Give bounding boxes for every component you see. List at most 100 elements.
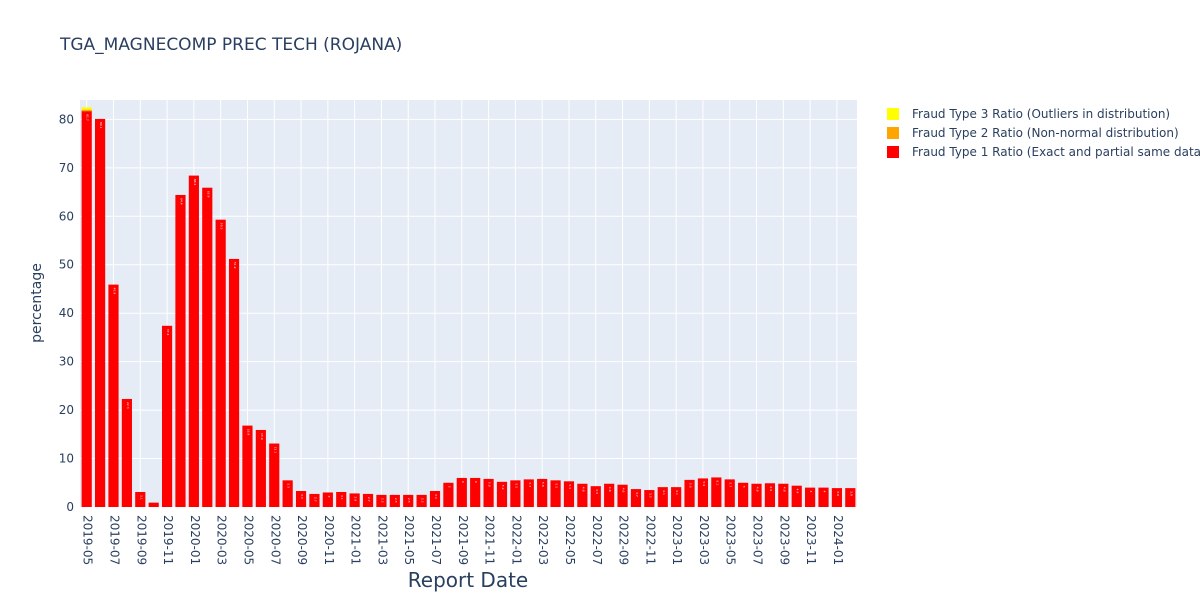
- bar-segment: [255, 429, 266, 507]
- bar-segment: [671, 487, 682, 507]
- bar-segment: [604, 483, 615, 507]
- bar-segment: [81, 107, 92, 110]
- y-axis-title: percentage: [29, 263, 45, 343]
- x-tick-label: 2019-09: [134, 515, 148, 565]
- bar-value-label: 2.5: [421, 498, 425, 503]
- bar-segment: [362, 493, 374, 507]
- bar-value-label: 5.3: [568, 484, 572, 489]
- bar-segment: [470, 477, 481, 507]
- bar-value-label: 59.3: [220, 223, 224, 230]
- legend-swatch: [887, 146, 899, 158]
- bar-segment: [215, 219, 226, 508]
- x-tick-label: 2020-07: [268, 515, 282, 565]
- x-tick-label: 2022-03: [536, 515, 550, 565]
- bar-value-label: 4: [809, 491, 813, 493]
- bar-value-label: 3: [327, 495, 331, 497]
- bar-value-label: 5.5: [287, 483, 291, 488]
- bar-segment: [108, 284, 119, 507]
- bar-segment: [349, 493, 360, 507]
- bar-value-label: 5: [742, 486, 746, 488]
- bar-value-label: 4.3: [595, 489, 599, 494]
- bars: 81.780.145.922.33.137.464.468.465.959.35…: [81, 107, 856, 508]
- legend-label: Fraud Type 1 Ratio (Exact and partial sa…: [912, 145, 1200, 159]
- bar-segment: [630, 489, 642, 507]
- bar-value-label: 4.6: [622, 488, 626, 493]
- bar-segment: [121, 398, 132, 507]
- bar-segment: [81, 111, 92, 508]
- bar-value-label: 81.7: [86, 114, 90, 121]
- bar-segment: [791, 485, 802, 507]
- bar-segment: [376, 494, 387, 507]
- bar-segment: [711, 477, 722, 507]
- x-tick-label: 2020-03: [215, 515, 229, 565]
- bar-segment: [697, 478, 709, 507]
- bar-value-label: 3.3: [434, 494, 438, 499]
- x-axis-ticks: 2019-05 2019-07 2019-09 2019-11 2020-01 2020-…: [81, 515, 845, 565]
- legend-label: Fraud Type 2 Ratio (Non-normal distribut…: [912, 126, 1179, 140]
- bar-value-label: 68.4: [193, 179, 197, 186]
- bar-segment: [81, 109, 92, 112]
- bar-segment: [724, 479, 735, 507]
- bar-value-label: 80.1: [99, 122, 103, 129]
- bar-segment: [322, 492, 333, 507]
- y-tick-label: 20: [59, 403, 74, 417]
- legend: Fraud Type 3 Ratio (Outliers in distribu…: [887, 107, 1200, 159]
- y-tick-label: 50: [59, 258, 74, 272]
- bar-value-label: 4.8: [782, 487, 786, 492]
- bar-value-label: 16.8: [246, 429, 250, 436]
- x-tick-label: 2022-09: [617, 515, 631, 565]
- x-tick-label: 2021-03: [375, 515, 389, 565]
- bar-segment: [403, 494, 414, 507]
- bar-segment: [336, 491, 347, 507]
- bar-value-label: 4.9: [769, 486, 773, 491]
- bar-segment: [295, 491, 307, 507]
- bar-segment: [831, 488, 842, 507]
- bar-value-label: 3.1: [340, 495, 344, 500]
- y-axis-ticks: 0 10 20 30 40 50 60 70 80: [59, 112, 74, 514]
- bar-value-label: 5.5: [555, 483, 559, 488]
- bar-value-label: 2.8: [354, 496, 358, 501]
- y-tick-label: 70: [59, 161, 74, 175]
- bar-value-label: 3.3: [300, 494, 304, 499]
- bar-value-label: 6: [461, 481, 465, 483]
- x-tick-label: 2023-01: [670, 515, 684, 565]
- bar-segment: [738, 482, 749, 507]
- bar-segment: [389, 494, 400, 507]
- legend-swatch: [887, 108, 899, 120]
- bar-value-label: 5.8: [541, 482, 545, 487]
- y-tick-label: 40: [59, 306, 74, 320]
- bar-segment: [590, 486, 601, 507]
- bar-segment: [805, 487, 816, 507]
- bar-value-label: 5.7: [528, 482, 532, 487]
- bar-segment: [778, 483, 789, 507]
- bar-segment: [148, 502, 159, 507]
- x-tick-label: 2020-11: [322, 515, 336, 565]
- x-axis-title: Report Date: [408, 568, 528, 592]
- bar-value-label: 3.9: [849, 491, 853, 496]
- bar-value-label: 4: [823, 491, 827, 493]
- bar-segment: [242, 425, 253, 507]
- bar-value-label: 2.7: [367, 497, 371, 502]
- x-tick-label: 2020-05: [241, 515, 255, 565]
- bar-value-label: 22.3: [126, 402, 130, 409]
- bar-value-label: 4.4: [796, 489, 800, 494]
- bar-segment: [202, 187, 213, 508]
- bar-value-label: 5.9: [702, 481, 706, 486]
- x-tick-label: 2023-07: [751, 515, 765, 565]
- bar-value-label: 2.5: [407, 498, 411, 503]
- bar-segment: [684, 479, 695, 507]
- bar-value-label: 64.4: [179, 198, 183, 205]
- bar-segment: [818, 487, 829, 507]
- bar-segment: [510, 480, 521, 507]
- bar-value-label: 6.1: [715, 480, 719, 485]
- x-tick-label: 2019-05: [81, 515, 95, 565]
- chart-title: TGA_MAGNECOMP PREC TECH (ROJANA): [59, 35, 402, 55]
- y-tick-label: 0: [66, 500, 74, 514]
- bar-value-label: 51.2: [233, 262, 237, 269]
- x-tick-label: 2023-11: [804, 515, 818, 565]
- y-tick-label: 80: [59, 112, 74, 126]
- bar-segment: [188, 175, 199, 508]
- bar-segment: [523, 479, 534, 507]
- x-tick-label: 2022-01: [509, 515, 523, 565]
